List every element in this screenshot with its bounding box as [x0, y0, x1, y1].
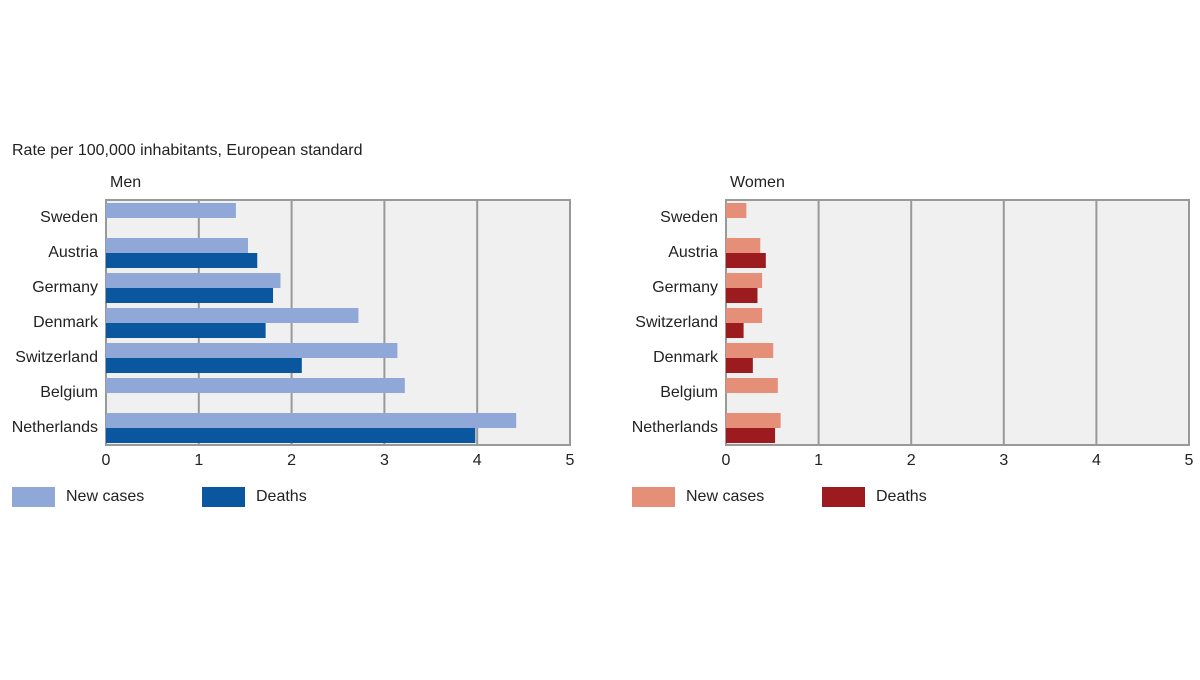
bar	[726, 253, 766, 268]
x-tick-label: 1	[814, 452, 823, 469]
legend-label: New cases	[686, 488, 764, 505]
y-tick-label: Switzerland	[15, 349, 98, 366]
bar	[726, 308, 763, 323]
bar	[106, 238, 248, 253]
bar	[106, 428, 476, 443]
y-tick-label: Belgium	[40, 384, 98, 401]
bar	[726, 203, 747, 218]
x-tick-label: 0	[102, 452, 111, 469]
bar	[106, 358, 302, 373]
bar	[726, 358, 753, 373]
y-tick-label: Netherlands	[632, 419, 718, 436]
bar	[106, 308, 359, 323]
x-tick-label: 4	[1092, 452, 1101, 469]
legend-swatch	[202, 487, 245, 507]
x-tick-label: 3	[380, 452, 389, 469]
legend-label: Deaths	[256, 488, 307, 505]
bar	[726, 413, 781, 428]
panel-title: Women	[730, 174, 785, 191]
y-tick-label: Denmark	[653, 349, 719, 366]
y-tick-label: Belgium	[660, 384, 718, 401]
plot-area	[725, 199, 1190, 446]
y-tick-label: Switzerland	[635, 314, 718, 331]
x-tick-label: 1	[194, 452, 203, 469]
bar	[106, 323, 266, 338]
x-tick-label: 3	[999, 452, 1008, 469]
bar	[106, 273, 281, 288]
subtitle: Rate per 100,000 inhabitants, European s…	[12, 142, 362, 159]
x-tick-label: 2	[907, 452, 916, 469]
legend-label: Deaths	[876, 488, 927, 505]
y-tick-label: Austria	[48, 244, 98, 261]
legend-swatch	[632, 487, 675, 507]
legend-swatch	[12, 487, 55, 507]
x-tick-label: 0	[722, 452, 731, 469]
y-tick-label: Austria	[668, 244, 718, 261]
bar	[106, 413, 517, 428]
y-tick-label: Netherlands	[12, 419, 98, 436]
x-tick-label: 2	[287, 452, 296, 469]
y-tick-label: Denmark	[33, 314, 99, 331]
y-tick-label: Sweden	[660, 209, 718, 226]
bar	[106, 343, 398, 358]
bar	[106, 203, 236, 218]
bar	[726, 378, 778, 393]
legend-label: New cases	[66, 488, 144, 505]
bar	[106, 378, 405, 393]
bar	[726, 343, 774, 358]
bar	[726, 238, 761, 253]
y-tick-label: Germany	[652, 279, 718, 296]
x-tick-label: 5	[566, 452, 575, 469]
bar	[726, 428, 776, 443]
x-tick-label: 5	[1185, 452, 1194, 469]
y-tick-label: Germany	[32, 279, 98, 296]
bar	[726, 288, 758, 303]
bar	[726, 273, 763, 288]
bar	[726, 323, 744, 338]
legend-swatch	[822, 487, 865, 507]
x-tick-label: 4	[473, 452, 482, 469]
bar	[106, 288, 274, 303]
panel-title: Men	[110, 174, 141, 191]
y-tick-label: Sweden	[40, 209, 98, 226]
bar	[106, 253, 258, 268]
